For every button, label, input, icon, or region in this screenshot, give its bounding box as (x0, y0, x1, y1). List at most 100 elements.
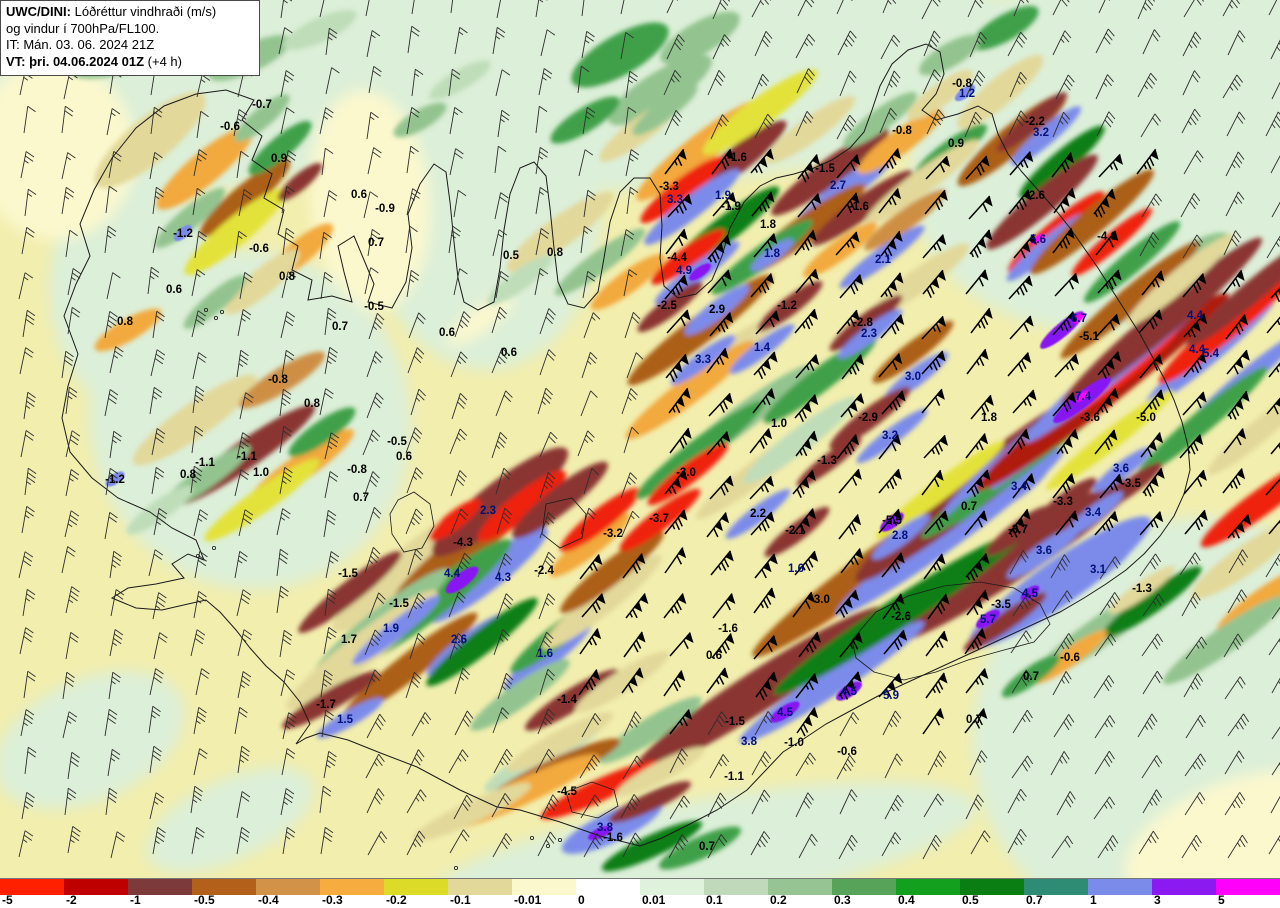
wind-barb (449, 148, 464, 176)
map-value-label: 1.9 (715, 190, 731, 202)
map-value-label: -0.6 (1060, 652, 1080, 664)
wind-barb (965, 269, 989, 295)
map-value-label: -0.7 (252, 99, 272, 111)
wind-barb (1097, 835, 1119, 859)
wind-barb (964, 510, 988, 536)
wind-barb (840, 393, 865, 418)
wind-barb (623, 269, 638, 297)
field-blob (199, 159, 291, 237)
wind-barb (709, 475, 734, 500)
wind-barb (578, 669, 601, 696)
field-blob (1064, 547, 1132, 595)
wind-barb (1050, 554, 1071, 579)
wind-barb (969, 31, 988, 58)
wind-barb (236, 589, 252, 617)
map-value-label: -1.6 (727, 152, 747, 164)
wind-barb (190, 465, 203, 494)
wind-barb (406, 269, 420, 298)
wind-barb (1052, 473, 1076, 499)
wind-barb (879, 107, 898, 134)
map-value-label: -1.9 (721, 201, 741, 213)
wind-barb (1094, 633, 1117, 657)
wind-barb (405, 672, 422, 699)
wind-barb (1271, 201, 1280, 218)
wind-barb (582, 271, 596, 299)
wind-barb (798, 631, 821, 658)
wind-barb (20, 709, 35, 737)
wind-barb (1054, 272, 1080, 297)
wind-barb (280, 788, 295, 816)
wind-barb (792, 469, 816, 498)
wind-barb (1227, 713, 1250, 737)
map-value-label: -0.8 (347, 464, 367, 476)
wind-barb (1098, 153, 1124, 178)
map-value-label: -0.6 (249, 243, 269, 255)
glacier-outline (851, 581, 1051, 681)
wind-barb (836, 754, 856, 780)
wind-barb (23, 105, 36, 134)
map-value-label: -1.6 (718, 623, 738, 635)
field-blob (843, 92, 917, 148)
wind-barb (795, 430, 818, 457)
wind-barb (110, 589, 125, 617)
map-value-label: 2.3 (480, 505, 496, 517)
field-blob (426, 597, 538, 687)
field-blob (811, 170, 913, 246)
wind-barb (1096, 387, 1119, 414)
field-blob (608, 54, 712, 126)
map-value-label: -0.8 (892, 125, 912, 137)
map-value-label: -5.0 (1136, 412, 1156, 424)
wind-barb (280, 107, 295, 135)
wind-barb (450, 470, 467, 497)
wind-barb (838, 468, 862, 494)
wind-barb (324, 588, 337, 617)
wind-barb (491, 306, 507, 334)
wind-barb (1056, 428, 1079, 455)
map-value-label: 0.7 (699, 841, 715, 853)
wind-barb (191, 827, 205, 855)
wind-barb (496, 0, 501, 19)
wind-barb (664, 148, 687, 175)
wind-barb (239, 392, 254, 420)
wind-barb (839, 789, 858, 815)
map-value-label: -0.9 (375, 203, 395, 215)
field-blob (94, 308, 162, 352)
field-blob (1191, 520, 1280, 600)
wind-barb (620, 472, 638, 499)
map-value-label: -3.0 (676, 467, 696, 479)
field-blob (601, 820, 703, 872)
wind-barb (749, 475, 775, 500)
wind-barb (965, 794, 984, 820)
legend-tick-label: 5 (1218, 893, 1225, 907)
wind-barb (1013, 0, 1029, 17)
wind-barb (492, 833, 513, 858)
wind-barb (622, 832, 642, 858)
wind-barb (497, 109, 510, 138)
wind-barb (927, 750, 947, 776)
wind-barb (1185, 636, 1208, 660)
wind-barb (23, 670, 36, 699)
map-value-label: -4.3 (453, 537, 473, 549)
wind-barb (282, 150, 297, 178)
wind-barb (535, 105, 548, 134)
wind-barb (707, 70, 726, 96)
wind-barb (366, 111, 379, 140)
field-blob (632, 84, 698, 136)
wind-barb (666, 0, 683, 14)
wind-barb (65, 586, 80, 614)
wind-barb (665, 353, 689, 382)
wind-barb (836, 114, 857, 140)
wind-barb (104, 311, 118, 339)
wind-barb (279, 629, 293, 658)
map-value-label: -0.5 (387, 436, 407, 448)
field-blob (1076, 390, 1090, 402)
wind-barb (921, 350, 946, 375)
field-blob (1092, 447, 1152, 493)
wind-barb (664, 509, 688, 535)
wind-barb (796, 707, 819, 737)
wind-barb (1051, 835, 1074, 859)
field-blob (1102, 566, 1202, 638)
wind-barb (880, 34, 901, 60)
wind-barb (1182, 391, 1207, 416)
wind-barb (753, 635, 778, 660)
